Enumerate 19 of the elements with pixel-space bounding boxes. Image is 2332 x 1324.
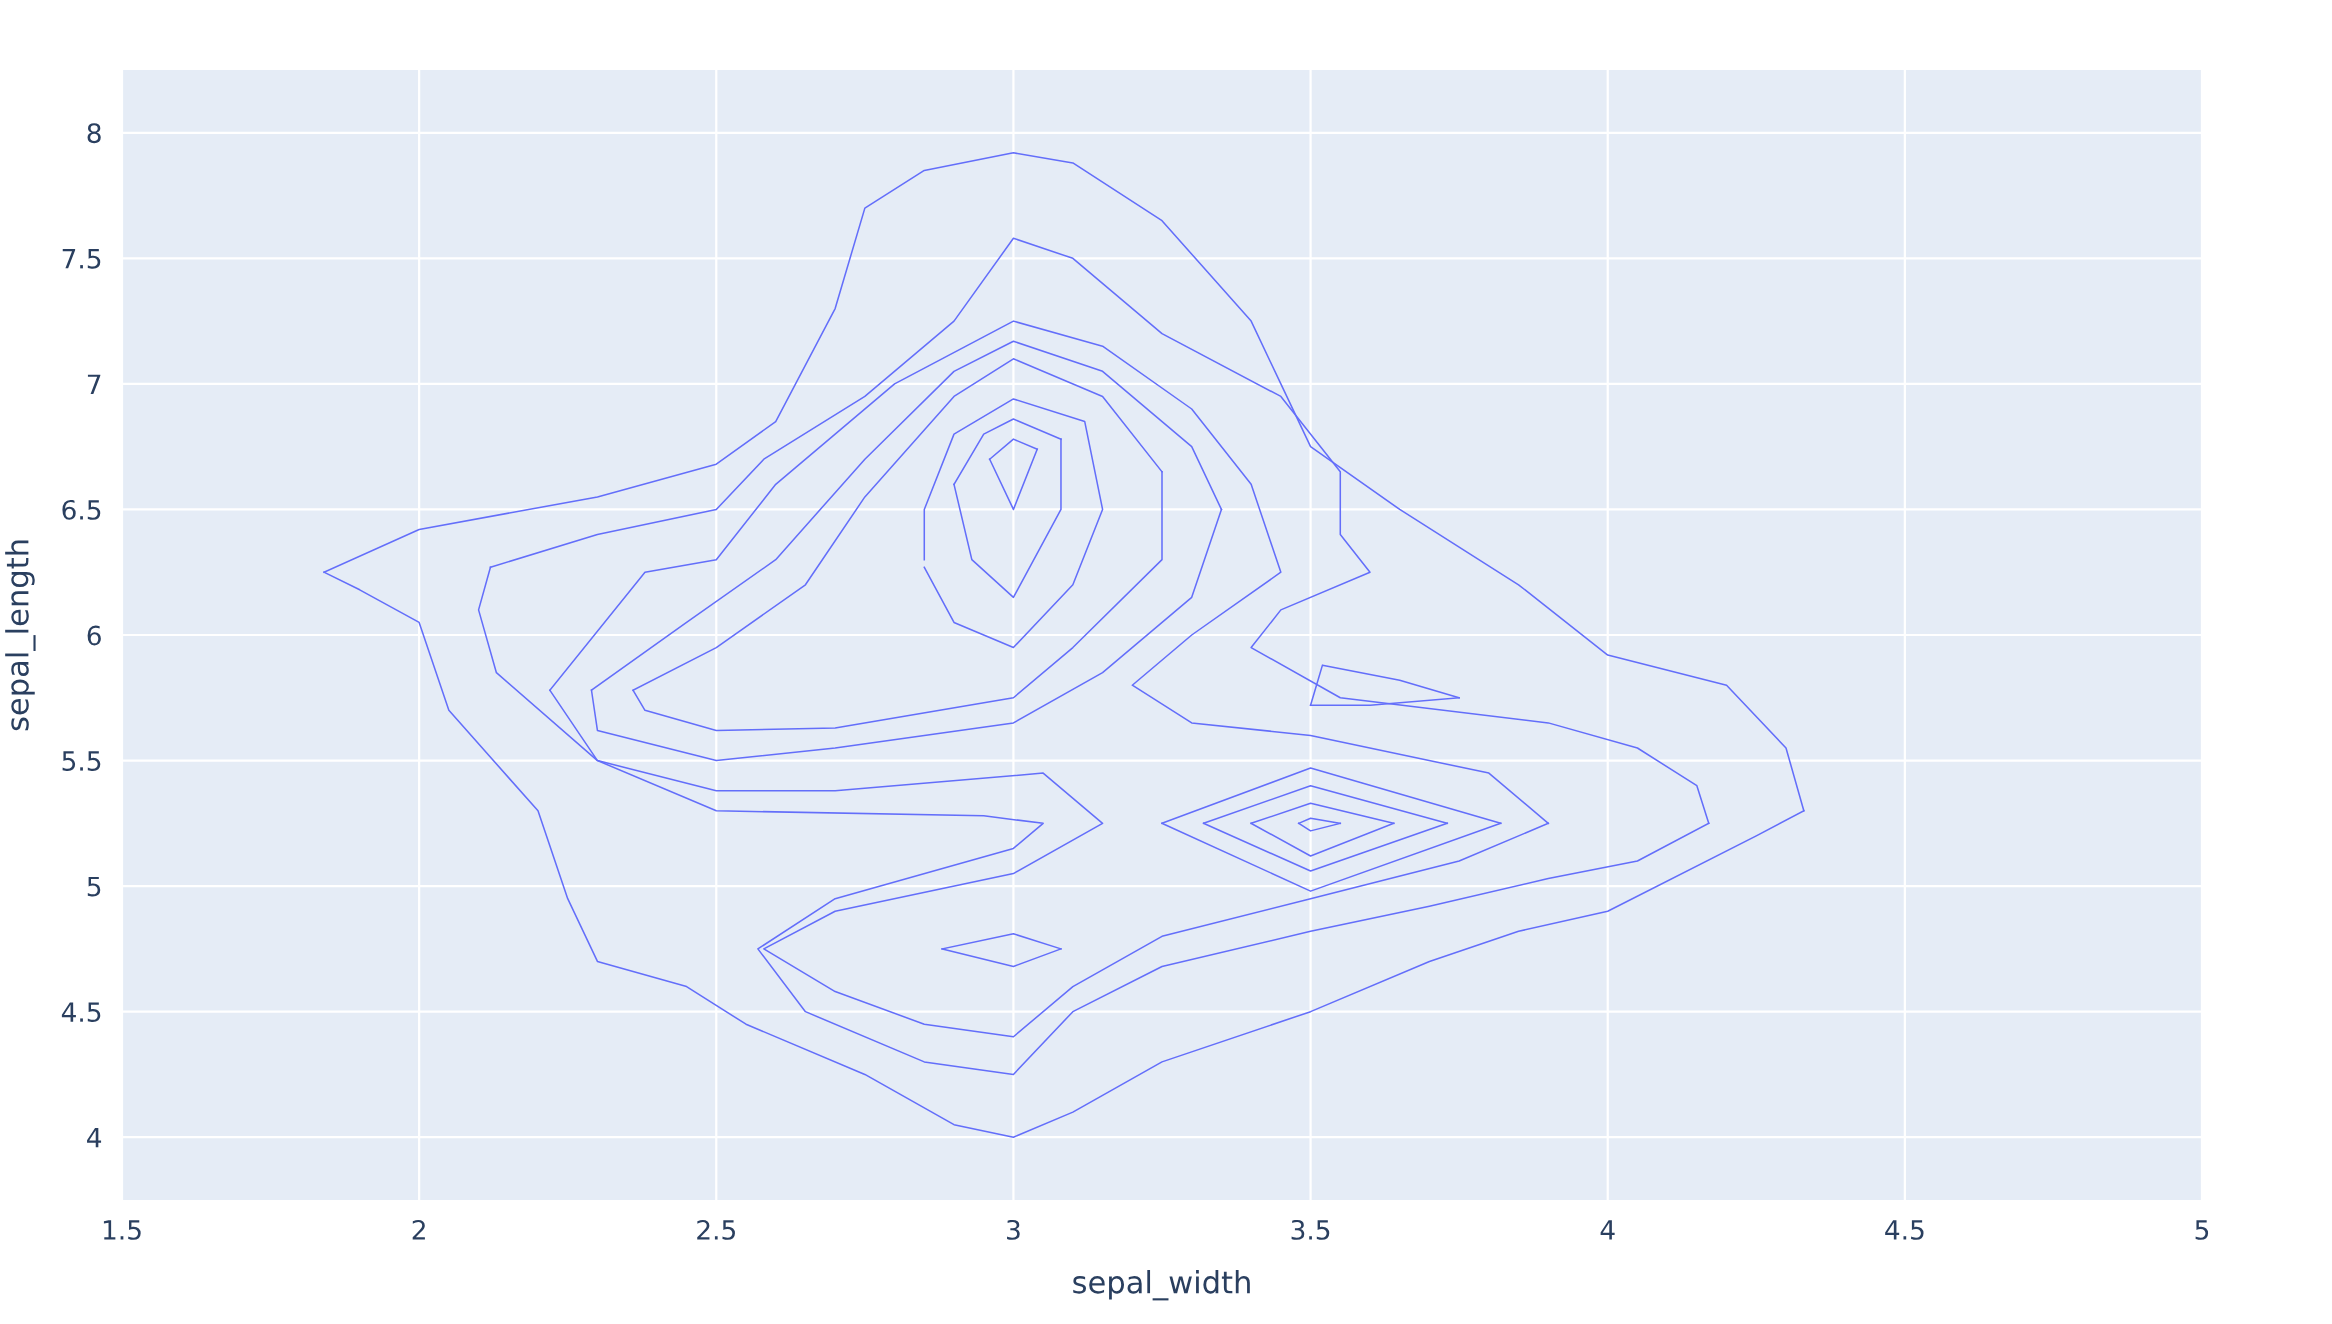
y-tick-label: 5	[87, 876, 101, 897]
y-tick-label: 4.5	[61, 1002, 101, 1023]
x-axis-title: sepal_width	[1073, 1269, 1250, 1301]
y-tick-label: 7.5	[62, 249, 101, 269]
y-tick-label: 5.5	[62, 751, 101, 771]
x-tick-label: 1.5	[103, 1220, 141, 1240]
y-tick-label: 8	[87, 123, 101, 144]
x-tick-label: 4	[1600, 1220, 1615, 1240]
y-tick-label: 6	[87, 625, 101, 646]
y-tick-label: 6.5	[62, 499, 101, 520]
x-tick-label: 4.5	[1885, 1220, 1924, 1240]
y-tick-label: 4	[87, 1128, 102, 1148]
x-tick-label: 2.5	[697, 1219, 735, 1240]
x-tick-label: 3.5	[1291, 1219, 1330, 1240]
x-tick-label: 5	[2195, 1220, 2209, 1240]
x-tick-label: 3	[1007, 1219, 1020, 1240]
x-tick-label: 2	[412, 1219, 425, 1240]
y-tick-label: 7	[87, 374, 101, 394]
y-axis-title: sepal_length	[5, 540, 36, 731]
